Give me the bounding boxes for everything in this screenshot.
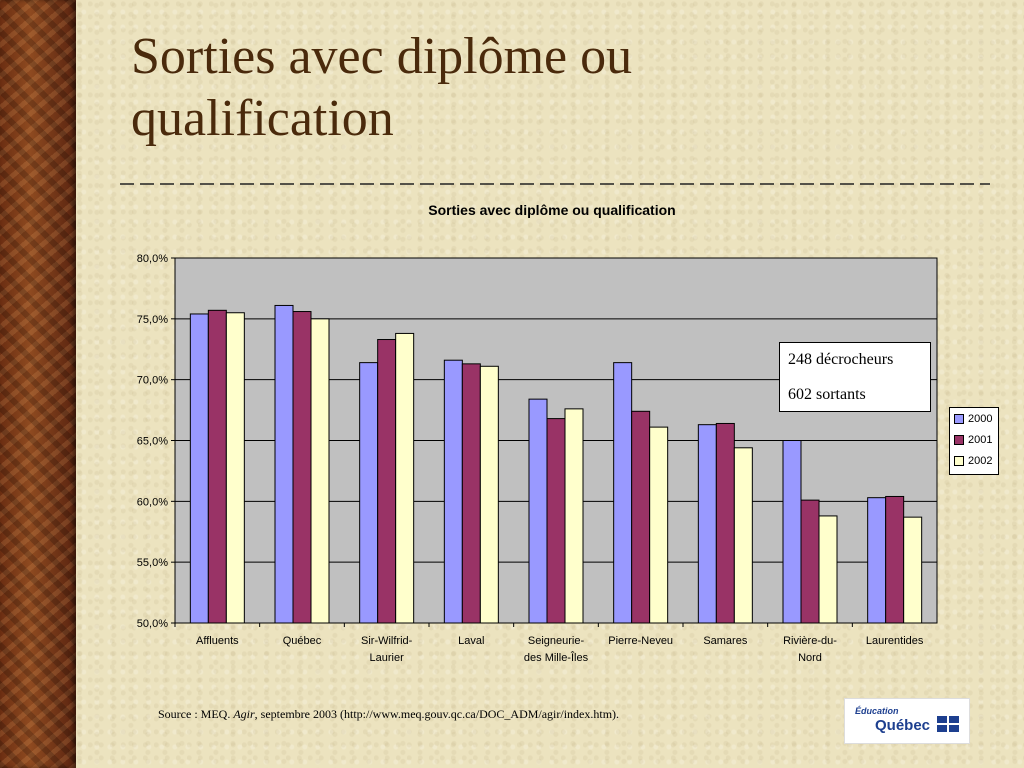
x-tick-label: Samares [703, 635, 748, 647]
bar-2002 [649, 426, 669, 624]
x-tick-label: Pierre-Neveu [608, 635, 673, 647]
bar-2002 [903, 516, 923, 624]
legend-label-2001: 2001 [968, 434, 993, 446]
bar-2000 [613, 362, 633, 624]
y-tick-label: 70,0% [137, 375, 168, 387]
legend-label-2000: 2000 [968, 413, 993, 425]
bar-2000 [189, 313, 209, 624]
source-prefix: Source : MEQ. [158, 707, 234, 721]
chart-title: Sorties avec diplôme ou qualification [428, 202, 676, 218]
chart-legend: 2000 2001 2002 [949, 407, 999, 475]
y-tick-label: 55,0% [137, 557, 168, 569]
bar-2000 [274, 304, 294, 624]
bar-2001 [461, 363, 481, 624]
x-tick-label: Nord [798, 652, 822, 664]
bar-2000 [697, 424, 717, 624]
legend-item-2001: 2001 [954, 433, 992, 447]
x-tick-label: Rivière-du- [783, 635, 837, 647]
bar-2002 [395, 332, 415, 624]
chart-panel: Sorties avec diplôme ou qualification [96, 192, 1008, 664]
bar-2001 [377, 339, 397, 624]
bar-2000 [867, 497, 887, 624]
bar-2000 [443, 359, 463, 624]
callout-box: 248 décrocheurs 602 sortants [779, 342, 931, 412]
bar-2002 [733, 447, 753, 624]
bar-2000 [359, 362, 379, 624]
slide-title: Sorties avec diplôme ou qualification [131, 28, 633, 147]
dashed-divider [120, 183, 990, 185]
y-tick-label: 50,0% [137, 618, 168, 630]
legend-swatch-2000 [954, 414, 964, 424]
bar-2002 [818, 515, 838, 624]
x-tick-label: Affluents [196, 635, 239, 647]
bar-2001 [715, 422, 735, 624]
quebec-flag-icon [937, 716, 959, 732]
y-tick-label: 65,0% [137, 436, 168, 448]
bar-2000 [528, 398, 548, 624]
bar-2001 [546, 418, 566, 624]
bar-2000 [782, 440, 802, 624]
bar-2002 [564, 408, 584, 624]
logo-quebec-text: Québec [875, 717, 931, 734]
x-tick-label: Laurier [370, 652, 405, 664]
x-tick-label: Sir-Wilfrid- [361, 635, 413, 647]
legend-item-2000: 2000 [954, 412, 992, 426]
bar-2002 [225, 312, 245, 624]
y-tick-label: 75,0% [137, 314, 168, 326]
logo-education-text: Éducation [855, 706, 899, 716]
bar-2001 [800, 499, 820, 624]
x-tick-label: Laurentides [866, 635, 924, 647]
legend-label-2002: 2002 [968, 455, 993, 467]
bar-2001 [631, 410, 651, 624]
education-quebec-logo: Éducation Québec [844, 698, 970, 744]
source-suffix: , septembre 2003 (http://www.meq.gouv.qc… [254, 707, 620, 721]
x-tick-label: Québec [283, 635, 322, 647]
bar-2002 [310, 318, 330, 624]
y-tick-label: 60,0% [137, 496, 168, 508]
callout-leavers: 602 sortants [788, 386, 866, 403]
bar-2002 [479, 365, 499, 624]
bar-2001 [292, 311, 312, 624]
source-italic: Agir [233, 707, 255, 721]
bar-2001 [885, 495, 905, 624]
legend-item-2002: 2002 [954, 454, 992, 468]
x-tick-label: Laval [458, 635, 484, 647]
callout-dropouts: 248 décrocheurs [788, 351, 894, 368]
decorative-wood-border [0, 0, 76, 768]
x-tick-label: des Mille-Îles [524, 651, 589, 664]
bar-2001 [207, 309, 227, 624]
source-note: Source : MEQ. Agir, septembre 2003 (http… [158, 707, 619, 722]
legend-swatch-2001 [954, 435, 964, 445]
legend-swatch-2002 [954, 456, 964, 466]
y-tick-label: 80,0% [137, 253, 168, 265]
x-tick-label: Seigneurie- [528, 635, 585, 647]
